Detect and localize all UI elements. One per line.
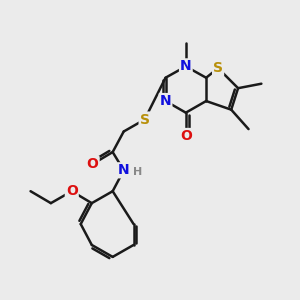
Text: S: S [213, 61, 223, 75]
Text: O: O [180, 129, 192, 143]
Text: N: N [118, 163, 130, 177]
Text: S: S [140, 112, 150, 127]
Text: N: N [160, 94, 171, 108]
Text: O: O [66, 184, 78, 198]
Text: O: O [87, 157, 99, 171]
Text: H: H [133, 167, 142, 177]
Text: N: N [180, 59, 192, 74]
